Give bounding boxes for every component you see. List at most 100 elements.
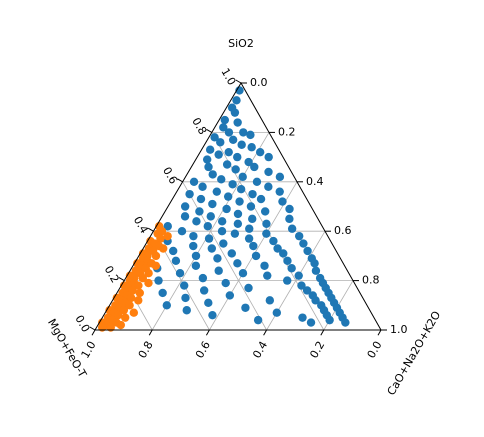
series-1-point: [252, 177, 262, 186]
series-1-point: [256, 194, 266, 204]
series-2-point: [128, 286, 137, 295]
tick-mark-top: [89, 326, 96, 331]
series-1-point: [191, 261, 201, 270]
series-2-point: [138, 273, 148, 283]
series-1-point: [177, 227, 187, 236]
series-1-point: [208, 170, 217, 179]
series-1-point: [244, 234, 254, 243]
series-1-point: [245, 224, 254, 233]
series-2-point: [163, 231, 172, 241]
series-1-point: [241, 303, 250, 312]
series-1-point: [230, 229, 240, 238]
series-1-point: [285, 214, 294, 224]
tick-label-right: 0.4: [306, 175, 324, 188]
series-1-point: [246, 130, 255, 140]
series-1-point: [204, 234, 214, 243]
series-1-point: [216, 138, 225, 147]
series-1-point: [303, 246, 312, 256]
series-2-point: [134, 281, 143, 290]
series-1-point: [180, 212, 190, 221]
tick-label-right: 0.2: [278, 125, 296, 138]
series-1-point: [233, 219, 243, 228]
series-1-point: [275, 187, 284, 196]
series-1-point: [210, 133, 219, 142]
series-1-point: [298, 313, 307, 322]
series-1-point: [205, 145, 215, 154]
series-1-point: [285, 204, 294, 214]
series-1-point: [180, 281, 189, 290]
series-1-point: [248, 189, 257, 199]
series-1-point: [189, 231, 198, 241]
series-1-point: [236, 185, 246, 194]
series-2-point: [129, 308, 139, 317]
series-1-point: [207, 244, 217, 253]
series-1-point: [310, 259, 319, 268]
series-1-point: [233, 118, 242, 127]
series-1-point: [221, 278, 230, 288]
series-1-point: [232, 96, 241, 105]
series-1-point: [212, 187, 221, 196]
data-points: [97, 86, 350, 332]
series-1-point: [237, 140, 246, 149]
series-1-point: [278, 197, 287, 206]
series-1-point: [233, 259, 242, 268]
series-1-point: [273, 244, 282, 253]
series-1-point: [255, 147, 265, 157]
series-1-point: [217, 217, 227, 226]
series-2-point: [151, 261, 161, 270]
tick-label-right: 0.0: [250, 76, 268, 89]
tick-mark-top: [118, 277, 125, 282]
series-1-point: [264, 152, 273, 162]
series-1-point: [214, 266, 223, 275]
series-1-point: [238, 172, 247, 182]
series-1-point: [171, 256, 181, 266]
series-1-point: [247, 143, 256, 152]
series-1-point: [249, 241, 258, 251]
tick-mark-left: [320, 329, 325, 336]
tick-label-top: 0.4: [131, 214, 151, 236]
series-2-point: [125, 301, 134, 310]
series-1-point: [287, 264, 296, 273]
series-1-point: [189, 177, 199, 186]
series-1-point: [219, 239, 228, 248]
series-1-point: [246, 202, 256, 211]
tick-label-left: 0.4: [250, 339, 270, 361]
series-1-point: [297, 281, 306, 290]
series-1-point: [191, 251, 201, 261]
series-1-point: [260, 261, 269, 270]
series-1-point: [230, 108, 240, 117]
series-1-point: [189, 241, 198, 251]
tick-label-top: 0.8: [189, 115, 209, 137]
series-1-point: [224, 128, 234, 137]
tick-mark-top: [206, 128, 213, 133]
series-1-point: [206, 212, 215, 221]
series-1-point: [203, 222, 212, 231]
series-1-point: [295, 231, 304, 241]
series-1-point: [341, 318, 350, 327]
series-1-point: [265, 296, 275, 305]
series-1-point: [217, 175, 226, 184]
series-1-point: [196, 194, 206, 204]
series-1-point: [163, 222, 172, 231]
series-1-point: [235, 197, 244, 206]
series-1-point: [168, 246, 178, 256]
series-1-point: [294, 271, 303, 280]
series-2-point: [159, 244, 168, 253]
series-1-point: [222, 160, 232, 169]
tick-label-left: 0.2: [307, 339, 327, 361]
series-1-point: [275, 172, 285, 182]
series-1-point: [185, 189, 194, 199]
series-1-point: [262, 219, 271, 228]
series-1-point: [287, 224, 297, 233]
series-1-point: [214, 150, 223, 159]
series-1-point: [181, 293, 190, 303]
series-1-point: [182, 306, 191, 315]
series-1-point: [272, 308, 282, 317]
series-1-point: [250, 162, 259, 172]
axis-label-top: SiO2: [228, 37, 254, 50]
series-1-point: [217, 227, 227, 236]
tick-label-left: 1.0: [79, 339, 99, 361]
series-1-point: [248, 214, 257, 224]
series-1-point: [299, 239, 308, 248]
